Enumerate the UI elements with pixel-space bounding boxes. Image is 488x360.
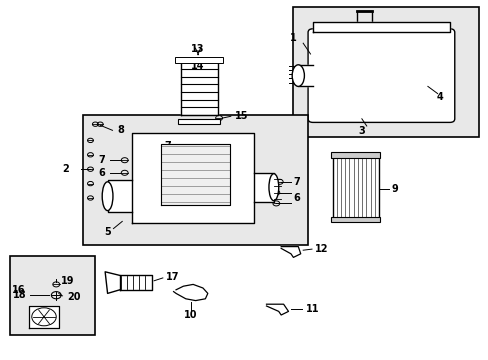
Text: 8: 8 <box>117 125 124 135</box>
Text: 7: 7 <box>293 177 300 187</box>
Text: 14: 14 <box>191 61 204 71</box>
Polygon shape <box>254 173 273 202</box>
Text: 11: 11 <box>305 303 319 314</box>
Text: 1: 1 <box>289 33 296 43</box>
Bar <box>330 152 380 158</box>
Text: 6: 6 <box>98 168 105 178</box>
Text: 17: 17 <box>166 272 180 282</box>
Bar <box>330 217 380 222</box>
Text: 3: 3 <box>358 126 365 136</box>
Text: 12: 12 <box>315 244 328 254</box>
Ellipse shape <box>268 174 278 201</box>
Text: 18: 18 <box>13 290 27 300</box>
Polygon shape <box>120 275 151 290</box>
Text: 6: 6 <box>293 193 300 203</box>
Polygon shape <box>107 180 132 212</box>
Text: 19: 19 <box>61 276 75 286</box>
Text: 7: 7 <box>164 141 171 151</box>
Bar <box>175 57 223 63</box>
Polygon shape <box>173 284 207 301</box>
Text: 20: 20 <box>67 292 81 302</box>
Text: 16: 16 <box>12 285 26 295</box>
Text: 9: 9 <box>390 184 397 194</box>
Text: 10: 10 <box>183 310 197 320</box>
Polygon shape <box>298 65 312 86</box>
Text: 2: 2 <box>62 164 69 174</box>
Text: 6: 6 <box>164 152 171 162</box>
Polygon shape <box>29 306 59 328</box>
Polygon shape <box>132 133 254 223</box>
Polygon shape <box>281 247 300 257</box>
Ellipse shape <box>102 182 113 211</box>
Bar <box>178 119 220 124</box>
Text: 13: 13 <box>191 44 204 54</box>
Text: 4: 4 <box>436 92 443 102</box>
Text: 15: 15 <box>234 111 248 121</box>
Polygon shape <box>266 304 288 315</box>
Text: 7: 7 <box>98 155 105 165</box>
Bar <box>332 155 378 220</box>
FancyBboxPatch shape <box>293 7 478 137</box>
FancyBboxPatch shape <box>307 29 454 122</box>
Text: 5: 5 <box>104 227 111 237</box>
FancyBboxPatch shape <box>83 115 307 245</box>
Polygon shape <box>312 22 449 32</box>
Ellipse shape <box>291 65 304 86</box>
Polygon shape <box>105 272 120 293</box>
FancyBboxPatch shape <box>10 256 95 335</box>
Polygon shape <box>161 144 229 205</box>
Polygon shape <box>181 61 217 115</box>
